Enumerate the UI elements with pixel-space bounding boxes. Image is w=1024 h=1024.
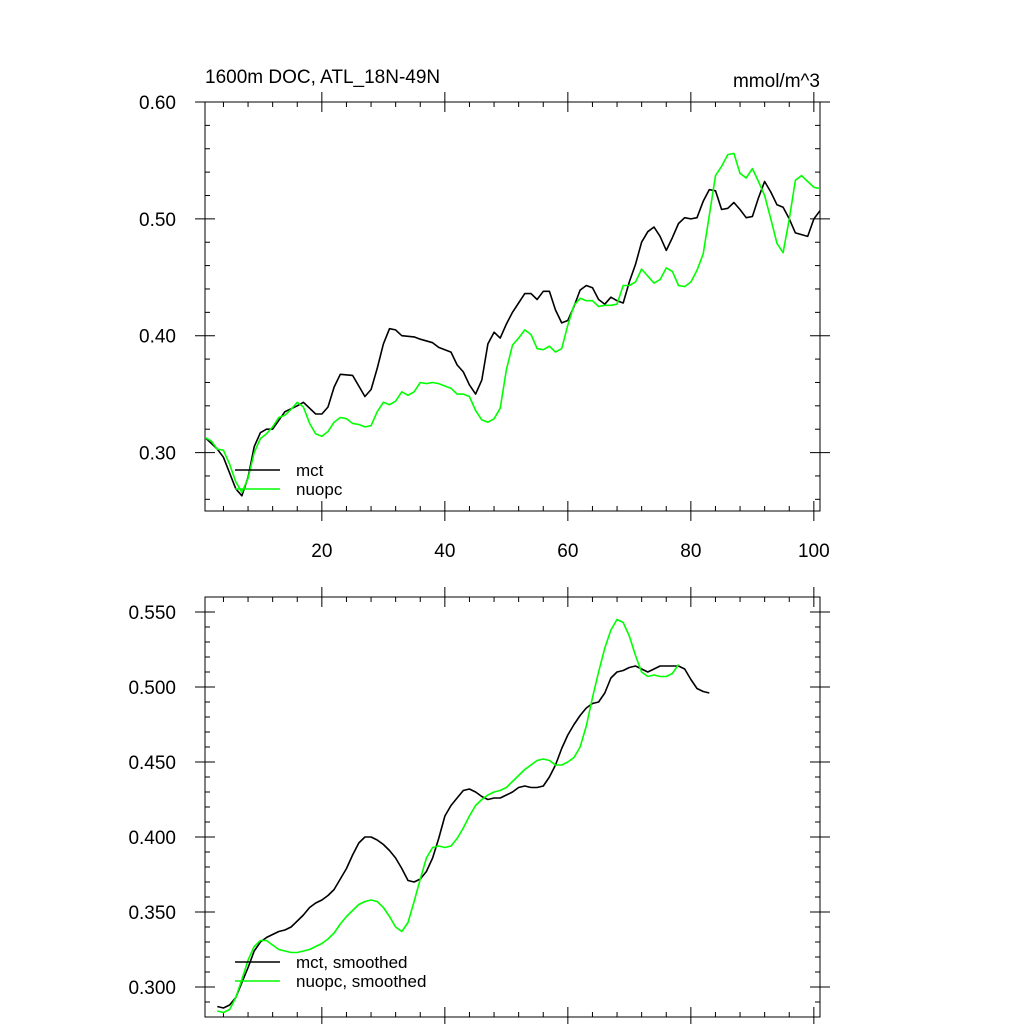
x-tick-label: 100 bbox=[798, 541, 830, 562]
y-tick-label: 0.550 bbox=[128, 603, 176, 624]
chart-title: 1600m DOC, ATL_18N-49N bbox=[205, 67, 440, 88]
y-tick-label: 0.300 bbox=[128, 978, 176, 999]
y-tick-label: 0.60 bbox=[139, 93, 176, 114]
series-line-nuopc-smoothed bbox=[217, 618, 680, 1014]
y-tick-label: 0.50 bbox=[139, 210, 176, 231]
chart-panel-2: 0.300 0.350 0.400 0.450 0.500 0.550 mct, smoot… bbox=[128, 587, 830, 1024]
chart-panel-1: 20 40 60 80 100 0.30 0.40 0.50 0.60 1600m DOC, AT… bbox=[139, 67, 830, 562]
x-tick-label: 20 bbox=[311, 541, 332, 562]
y-tick-label: 0.500 bbox=[128, 678, 176, 699]
units-label: mmol/m^3 bbox=[733, 71, 820, 92]
y-tick-label: 0.40 bbox=[139, 327, 176, 348]
series-line-nuopc bbox=[205, 152, 820, 494]
legend-label: mct bbox=[296, 461, 324, 480]
legend-label: mct, smoothed bbox=[296, 953, 408, 972]
legend-label: nuopc bbox=[296, 480, 343, 499]
x-tick-label: 60 bbox=[557, 541, 578, 562]
series-line-mct-smoothed bbox=[217, 665, 710, 1009]
plot-frame bbox=[204, 101, 821, 512]
legend-label: nuopc, smoothed bbox=[296, 972, 426, 991]
y-tick-label: 0.30 bbox=[139, 444, 176, 465]
x-tick-label: 80 bbox=[680, 541, 701, 562]
series-line-mct bbox=[205, 180, 820, 497]
y-tick-label: 0.450 bbox=[128, 753, 176, 774]
y-tick-label: 0.400 bbox=[128, 828, 176, 849]
y-tick-label: 0.350 bbox=[128, 903, 176, 924]
x-tick-label: 40 bbox=[434, 541, 455, 562]
